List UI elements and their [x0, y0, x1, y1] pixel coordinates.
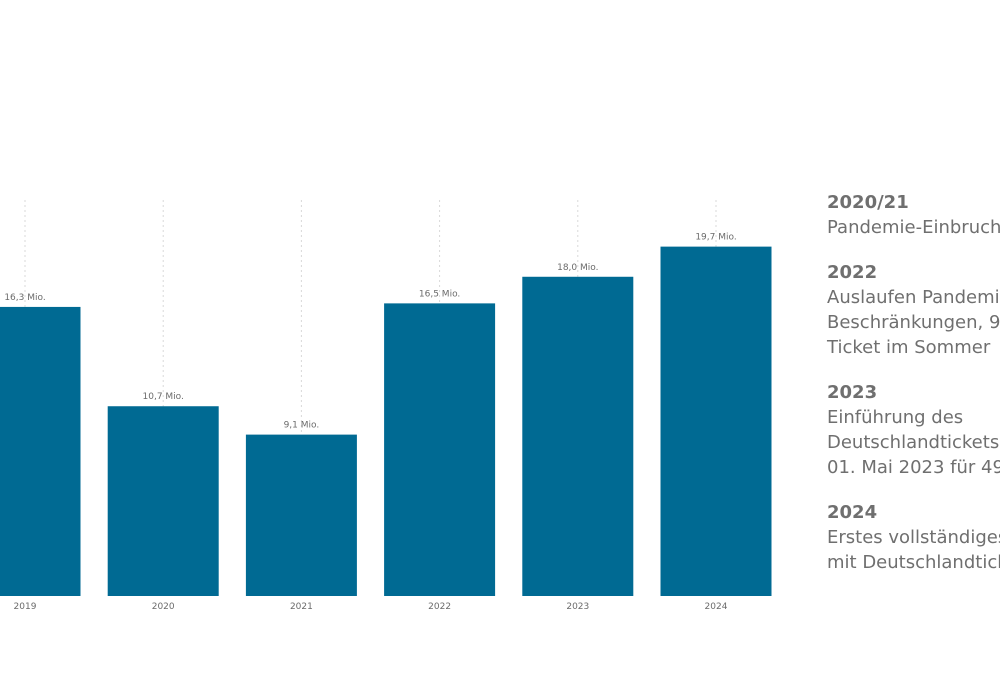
- annotation-text: Einführung des Deutschlandtickets am 01.…: [827, 407, 1000, 478]
- bar-layer: [0, 246, 772, 597]
- tick-label-2024: 2024: [705, 602, 728, 612]
- tick-label-2023: 2023: [566, 602, 589, 612]
- tick-label-2020: 2020: [152, 602, 175, 612]
- annotation-2024: 2024 Erstes vollständiges Jahr mit Deuts…: [827, 500, 1000, 575]
- annotation-text: Erstes vollständiges Jahr mit Deutschlan…: [827, 527, 1000, 573]
- data-label-2023: 18,0 Mio.: [557, 263, 598, 273]
- data-label-2024: 19,7 Mio.: [695, 233, 736, 243]
- tick-label-2019: 2019: [14, 602, 37, 612]
- tick-label-2021: 2021: [290, 602, 313, 612]
- annotation-2020-21: 2020/21 Pandemie-Einbruch: [827, 190, 1000, 240]
- data-label-2021: 9,1 Mio.: [284, 421, 320, 431]
- annotation-2022: 2022 Auslaufen Pandemie- Beschränkungen,…: [827, 260, 1000, 360]
- data-label-2019: 16,3 Mio.: [4, 293, 45, 303]
- annotation-year: 2020/21: [827, 192, 909, 213]
- bar-2021: [245, 434, 357, 596]
- tick-label-2022: 2022: [428, 602, 451, 612]
- data-label-2022: 16,5 Mio.: [419, 289, 460, 299]
- annotation-2023: 2023 Einführung des Deutschlandtickets a…: [827, 380, 1000, 480]
- data-label-2020: 10,7 Mio.: [143, 392, 184, 402]
- label-layer: 16,3 Mio. 2019 10,7 Mio. 2020 9,1 Mio. 2021 16…: [4, 233, 736, 612]
- annotation-year: 2024: [827, 502, 878, 523]
- annotation-text: Auslaufen Pandemie- Beschränkungen, 9-Eu…: [827, 287, 1000, 358]
- bar-2022: [384, 303, 496, 596]
- bar-2023: [522, 276, 634, 596]
- bar-2019: [0, 306, 81, 596]
- annotation-text: Pandemie-Einbruch: [827, 217, 1000, 238]
- bar-2020: [107, 406, 219, 596]
- annotation-year: 2023: [827, 382, 878, 403]
- bar-chart: 16,3 Mio. 2019 10,7 Mio. 2020 9,1 Mio. 2021 16…: [0, 200, 772, 612]
- annotation-year: 2022: [827, 262, 878, 283]
- annotation-panel: 2020/21 Pandemie-Einbruch 2022 Auslaufen…: [827, 190, 1000, 595]
- bar-2024: [660, 246, 772, 597]
